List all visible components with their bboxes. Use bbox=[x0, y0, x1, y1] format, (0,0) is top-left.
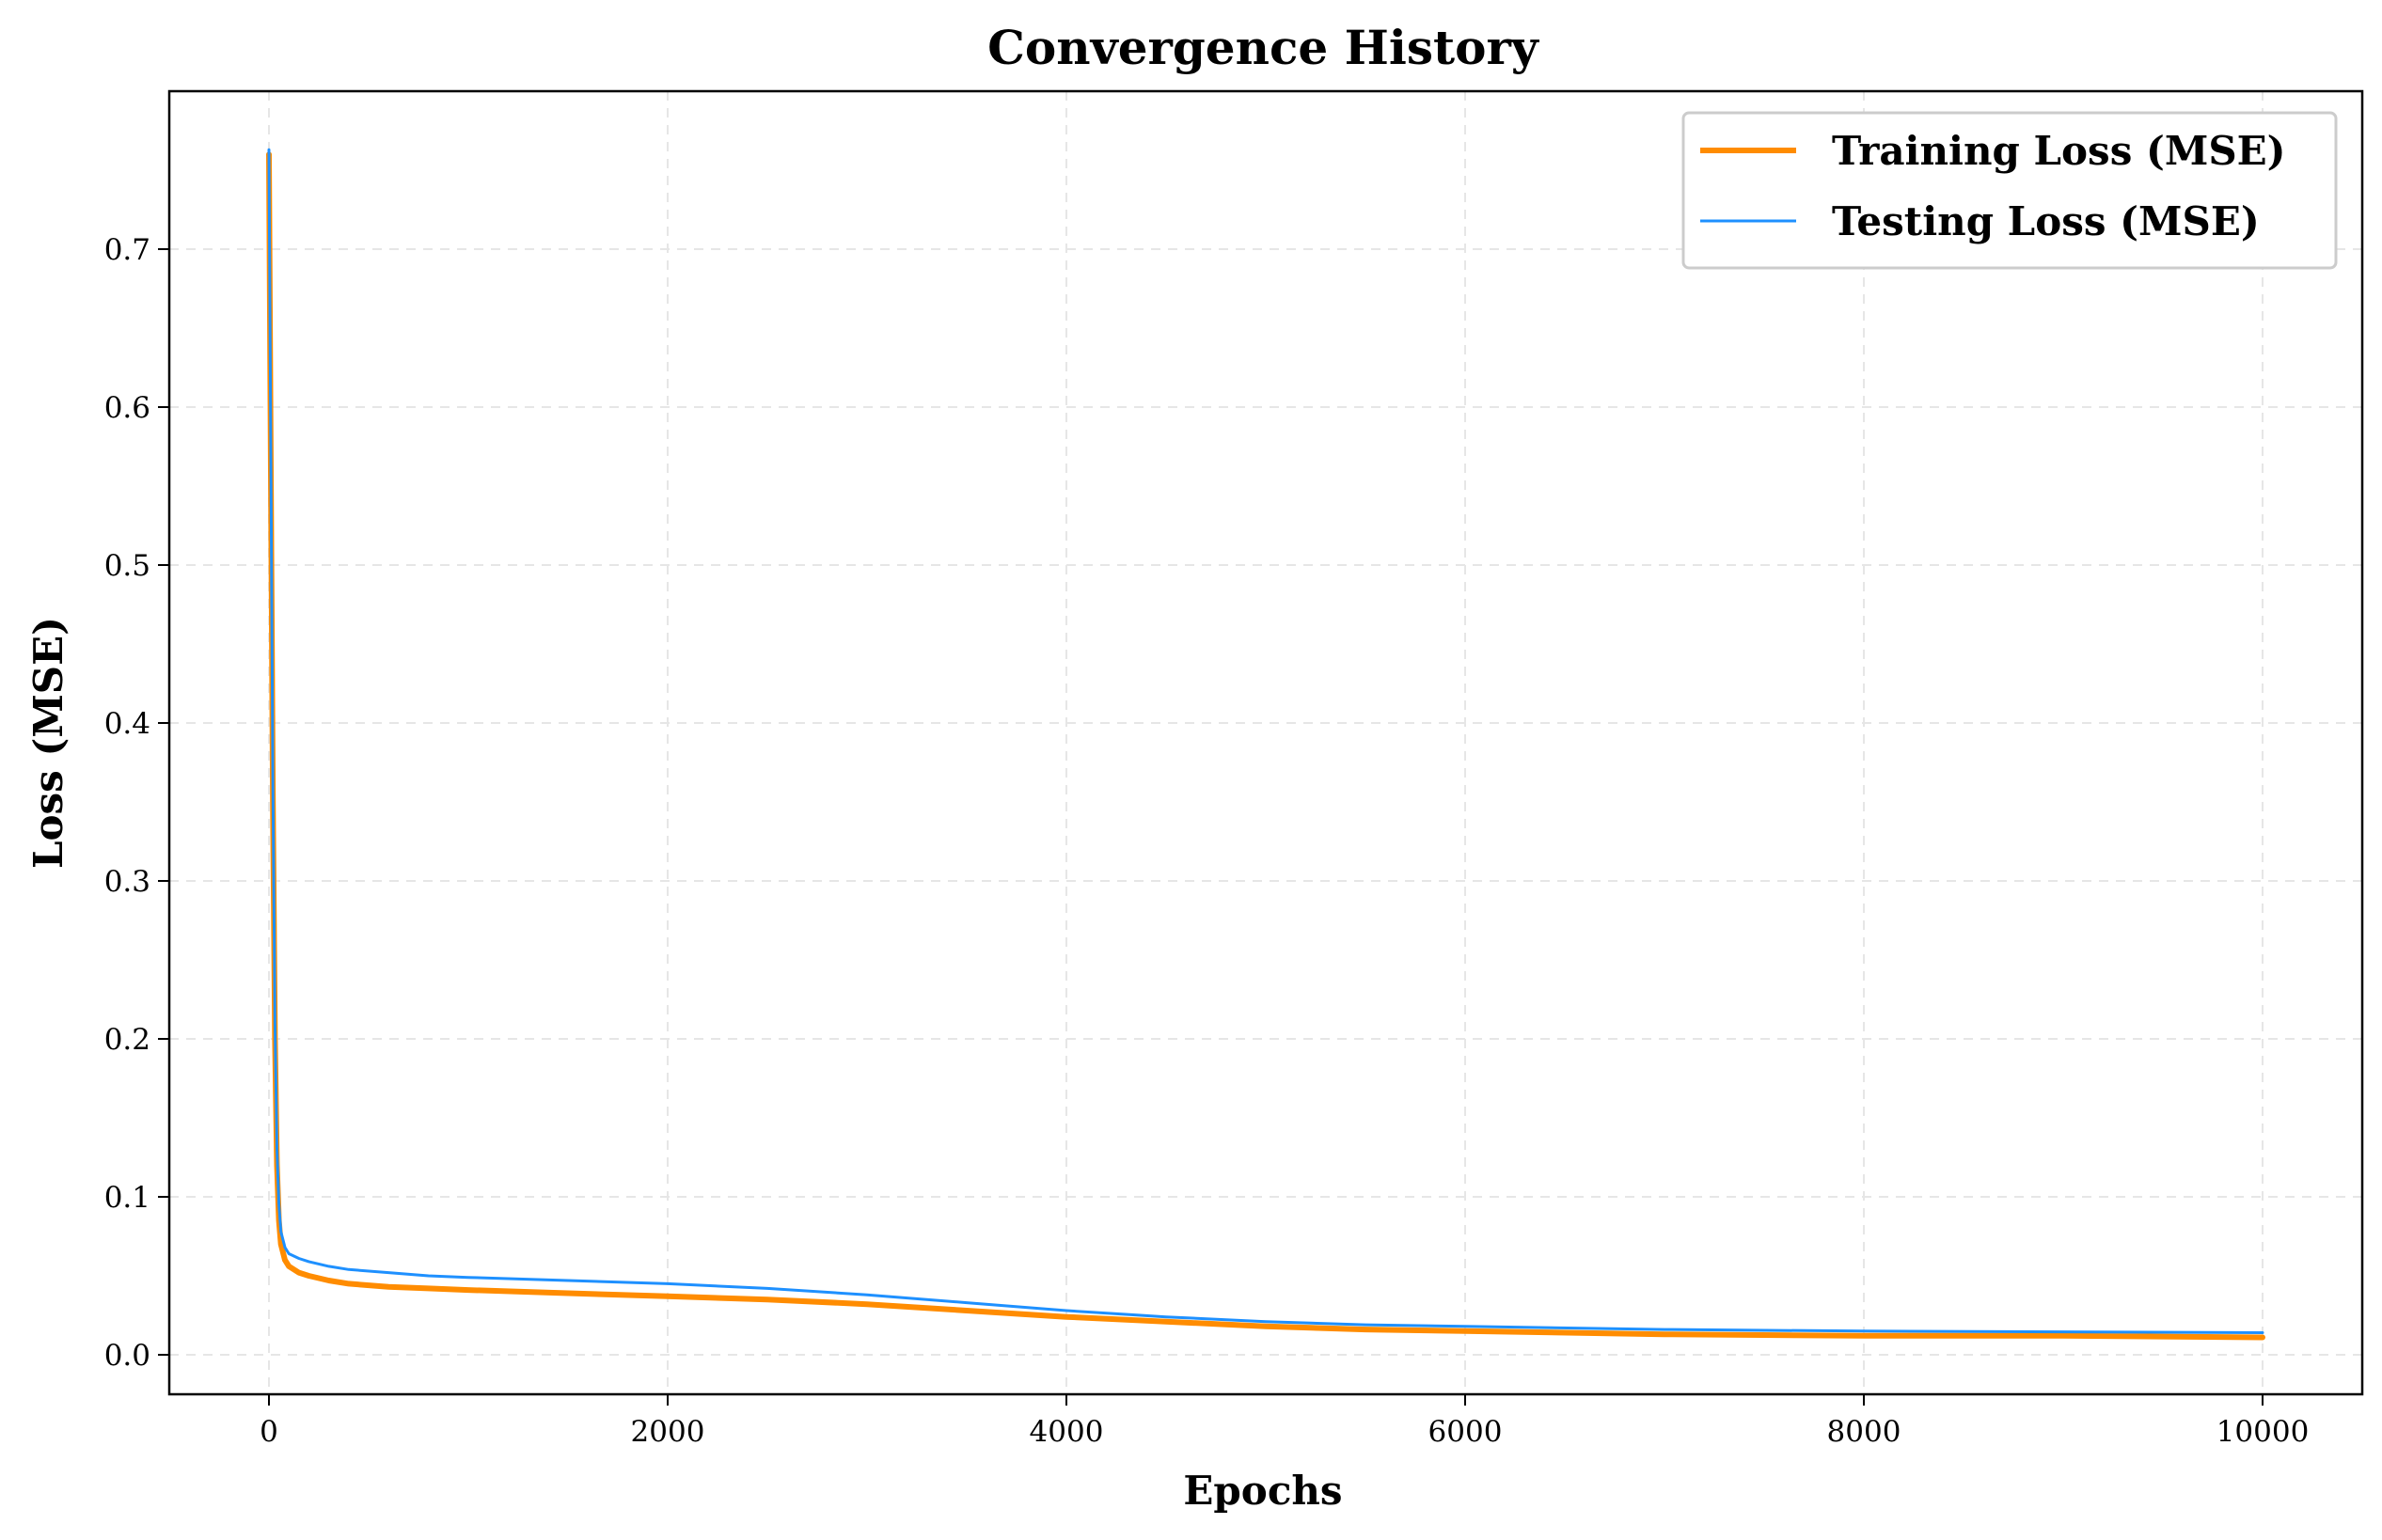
y-axis-label: Loss (MSE) bbox=[25, 617, 71, 869]
y-tick-label: 0.2 bbox=[104, 1023, 150, 1057]
y-tick-label: 0.7 bbox=[104, 233, 150, 267]
x-tick-label: 4000 bbox=[1030, 1415, 1104, 1449]
grid bbox=[169, 91, 2362, 1394]
y-tick-label: 0.5 bbox=[104, 549, 150, 583]
y-tick-label: 0.6 bbox=[104, 391, 150, 425]
x-tick-label: 8000 bbox=[1827, 1415, 1901, 1449]
testing-loss-line bbox=[267, 148, 2264, 1334]
plot-area-frame bbox=[167, 89, 2364, 1396]
y-tick-label: 0.0 bbox=[104, 1339, 150, 1373]
chart-title: Convergence History bbox=[987, 20, 1540, 75]
y-tick-label: 0.1 bbox=[104, 1181, 150, 1215]
y-tick-label: 0.4 bbox=[104, 707, 150, 741]
x-tick-label: 10000 bbox=[2216, 1415, 2310, 1449]
legend-label-training: Training Loss (MSE) bbox=[1832, 128, 2286, 174]
x-tick-label: 0 bbox=[260, 1415, 278, 1449]
axis-ticks: 0 2000 4000 6000 8000 10000 0.0 0.1 0.2 0.3 0.4 0.5… bbox=[104, 233, 2310, 1449]
legend: Training Loss (MSE) Testing Loss (MSE) bbox=[1681, 111, 2338, 270]
y-tick-label: 0.3 bbox=[104, 865, 150, 899]
legend-box bbox=[1681, 111, 2338, 270]
legend-label-testing: Testing Loss (MSE) bbox=[1832, 198, 2260, 244]
x-tick-label: 6000 bbox=[1428, 1415, 1503, 1449]
training-loss-line bbox=[266, 151, 2265, 1341]
x-tick-label: 2000 bbox=[631, 1415, 705, 1449]
x-axis-label: Epochs bbox=[1183, 1468, 1342, 1514]
series-lines bbox=[266, 148, 2265, 1341]
